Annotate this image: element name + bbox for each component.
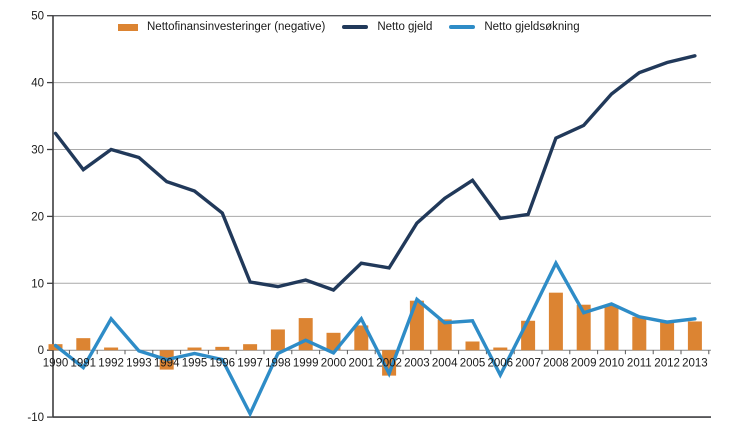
bar-2011 [632, 316, 647, 351]
x-axis-label-2010: 2010 [599, 358, 625, 370]
bar-2000 [326, 332, 341, 351]
line-series-netto-gjeldsokning [53, 259, 697, 418]
x-axis-label-2002: 2002 [376, 358, 402, 370]
bar-1997 [243, 344, 258, 351]
bar-2007 [521, 320, 536, 351]
legend-item-nettofinansinvesteringer: Nettofinansinvesteringer (negative) [118, 21, 325, 33]
y-axis-label-30: 30 [31, 145, 44, 157]
legend-label-netto-gjeldsokning: Netto gjeldsøkning [484, 21, 580, 33]
x-axis-label-1996: 1996 [210, 358, 236, 370]
x-axis-label-2004: 2004 [432, 358, 458, 370]
x-axis-label-1995: 1995 [182, 358, 208, 370]
x-axis-label-2003: 2003 [404, 358, 430, 370]
x-axis-label-2013: 2013 [682, 358, 708, 370]
x-axis-label-2008: 2008 [543, 358, 569, 370]
line-series-swatch-icon [342, 25, 369, 29]
chart-legend: Nettofinansinvesteringer (negative) Nett… [118, 21, 580, 33]
x-axis-label-1994: 1994 [154, 358, 180, 370]
x-axis-label-1990: 1990 [43, 358, 69, 370]
legend-label-nettofinansinvesteringer: Nettofinansinvesteringer (negative) [147, 21, 326, 33]
x-axis-label-2012: 2012 [654, 358, 680, 370]
bar-2005 [465, 341, 480, 351]
x-axis-label-1993: 1993 [126, 358, 152, 370]
bar-2001 [354, 325, 369, 351]
x-axis-label-1997: 1997 [237, 358, 263, 370]
bar-2008 [548, 292, 563, 351]
bar-2012 [660, 321, 675, 351]
x-axis-label-1998: 1998 [265, 358, 291, 370]
bar-1995 [187, 347, 202, 351]
bar-1999 [298, 318, 313, 351]
bar-1992 [104, 347, 119, 351]
x-axis-label-2005: 2005 [460, 358, 486, 370]
x-axis-label-2011: 2011 [627, 358, 652, 370]
line-series-swatch-icon [449, 25, 476, 29]
x-axis-label-2009: 2009 [571, 358, 597, 370]
x-axis-label-2006: 2006 [488, 358, 514, 370]
legend-item-netto-gjeld: Netto gjeld [342, 21, 432, 33]
x-axis-label-1992: 1992 [98, 358, 124, 370]
legend-label-netto-gjeld: Netto gjeld [377, 21, 433, 33]
x-axis-label-1999: 1999 [293, 358, 319, 370]
bar-2013 [687, 321, 702, 351]
y-axis-label-10: 10 [31, 278, 44, 290]
line-series-netto-gjeld [53, 54, 697, 292]
x-axis-label-2007: 2007 [515, 358, 541, 370]
bar-2006 [493, 347, 508, 351]
y-axis-label-40: 40 [31, 78, 44, 90]
bar-2009 [576, 304, 591, 351]
x-axis-label-2000: 2000 [321, 358, 347, 370]
bar-2004 [437, 319, 452, 351]
bar-series-swatch-icon [118, 23, 138, 31]
bar-1991 [76, 338, 91, 351]
x-axis-label-1991: 1991 [71, 358, 97, 370]
bar-1996 [215, 346, 230, 351]
y-axis-label-0: 0 [38, 345, 44, 357]
bar-1998 [270, 329, 285, 351]
y-axis-label-50: 50 [31, 11, 44, 23]
legend-item-netto-gjeldsokning: Netto gjeldsøkning [449, 21, 580, 33]
y-axis-label-20: 20 [31, 211, 44, 223]
x-axis-label-2001: 2001 [349, 358, 375, 370]
bar-2010 [604, 305, 619, 351]
y-axis-label--10: -10 [27, 412, 44, 424]
